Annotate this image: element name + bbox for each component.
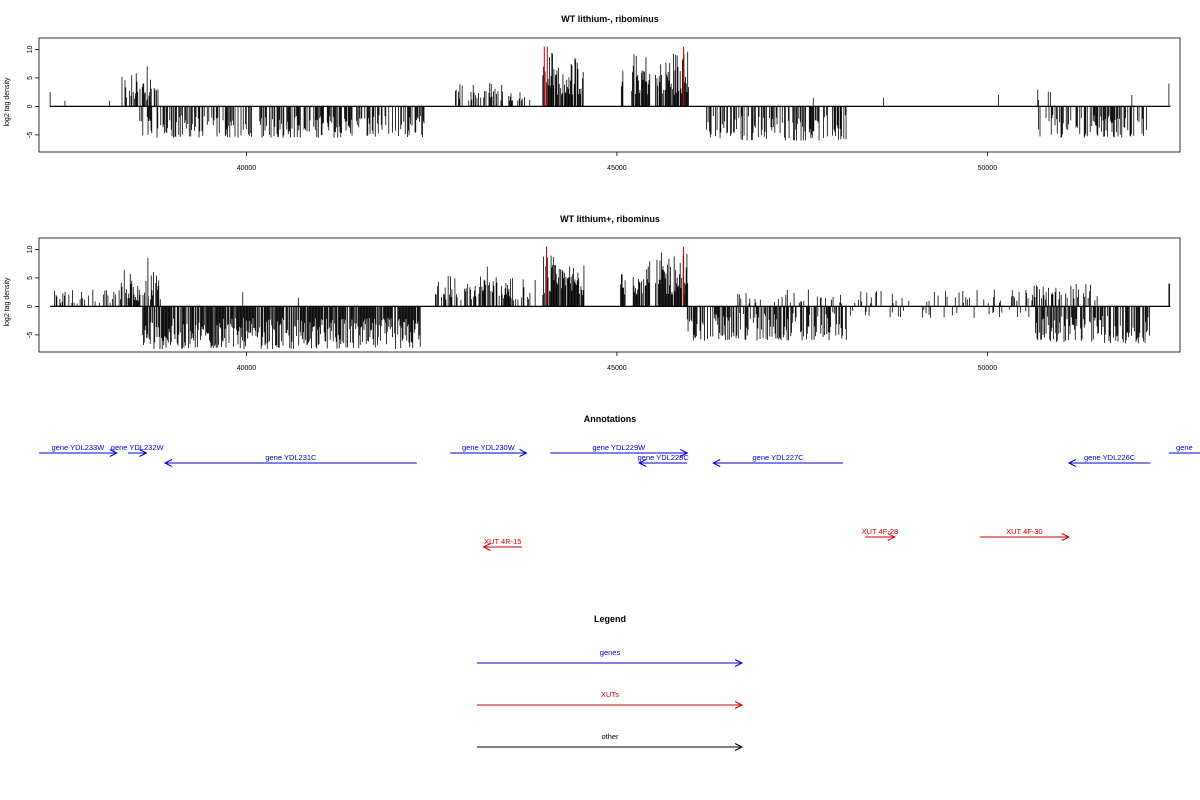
x-tick-label: 40000 [237, 365, 257, 372]
y-tick-label: -5 [27, 332, 34, 338]
legend-title: Legend [594, 614, 626, 624]
xut-arrow: XUT 4F-30 [979, 527, 1070, 541]
feature-label: gene YDL229W [592, 443, 646, 452]
y-tick-label: 5 [27, 276, 34, 280]
feature-label: XUT 4F-30 [1006, 527, 1043, 536]
gene-arrow: gene YDL227C [712, 453, 843, 467]
plot-frame [38, 37, 1181, 153]
gene-arrow: gene YDL233W [39, 443, 118, 457]
xut-arrow: XUT 4F-28 [862, 527, 899, 541]
x-tick-label: 50000 [978, 165, 998, 172]
gene-arrow: gene YDL230W [450, 443, 528, 457]
y-tick-label: 0 [27, 104, 34, 108]
y-tick-label: 0 [27, 304, 34, 308]
x-tick-label: 45000 [607, 365, 627, 372]
density-bars [49, 46, 1170, 141]
legend: Legend genes XUTs other [477, 614, 744, 751]
feature-label: XUT 4F-28 [862, 527, 899, 536]
annotations-title: Annotations [584, 414, 637, 424]
density-bars [54, 246, 1171, 350]
gene-arrow: gene YDL226C [1067, 453, 1151, 467]
y-axis-label: log2 tag density [4, 77, 11, 127]
features: gene YDL233W gene YDL232W gene YDL231C gene… [39, 443, 1200, 551]
feature-label: XUT 4R-15 [484, 537, 521, 546]
legend-items: genes XUTs other [477, 648, 744, 751]
feature-label: gene YDL231C [265, 453, 317, 462]
feature-label: gene YDL227C [753, 453, 805, 462]
axes: 40000 45000 50000 -5 0 5 10 [27, 37, 1181, 172]
x-tick-label: 50000 [978, 365, 998, 372]
gene-arrow: gene YDL231C [163, 453, 417, 467]
panel-title: WT lithium-, ribominus [561, 14, 659, 24]
feature-label: gene [1176, 443, 1193, 452]
feature-label: gene YDL226C [1084, 453, 1136, 462]
x-tick-label: 45000 [607, 165, 627, 172]
gene-arrow: gene YDL229W [550, 443, 689, 457]
y-tick-label: 10 [27, 45, 34, 53]
gene-arrow: gene YDL232W [111, 443, 165, 457]
density-panel-lithium-plus: WT lithium+, ribominus log2 tag density … [4, 214, 1181, 372]
y-axis-label: log2 tag density [4, 277, 11, 327]
legend-label: XUTs [601, 690, 619, 699]
gene-arrow: gene YDL228C [638, 453, 690, 467]
annotations-track: Annotations gene YDL233W gene YDL232Wgene… [39, 414, 1200, 551]
gene-arrow: gene [1168, 443, 1200, 454]
legend-label: other [601, 732, 619, 741]
feature-label: gene YDL232W [111, 443, 165, 452]
axes: 40000 45000 50000 -5 0 5 10 [27, 237, 1181, 372]
density-panel-lithium-minus: WT lithium-, ribominus log2 tag density … [4, 14, 1181, 172]
y-tick-label: 5 [27, 76, 34, 80]
legend-label: genes [600, 648, 621, 657]
feature-label: gene YDL230W [462, 443, 516, 452]
plot-frame [38, 237, 1181, 353]
x-tick-label: 40000 [237, 165, 257, 172]
legend-item: XUTs [477, 690, 744, 709]
panel-title: WT lithium+, ribominus [560, 214, 660, 224]
feature-label: gene YDL228C [638, 453, 690, 462]
legend-item: other [477, 732, 744, 751]
xut-arrow: XUT 4R-15 [482, 537, 523, 551]
legend-item: genes [477, 648, 744, 667]
y-tick-label: 10 [27, 245, 34, 253]
feature-label: gene YDL233W [51, 443, 105, 452]
y-tick-label: -5 [27, 132, 34, 138]
